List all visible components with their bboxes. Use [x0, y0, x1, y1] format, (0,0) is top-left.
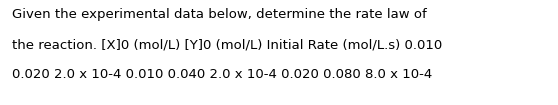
Text: Given the experimental data below, determine the rate law of: Given the experimental data below, deter…	[12, 8, 427, 21]
Text: 0.020 2.0 x 10-4 0.010 0.040 2.0 x 10-4 0.020 0.080 8.0 x 10-4: 0.020 2.0 x 10-4 0.010 0.040 2.0 x 10-4 …	[12, 68, 432, 81]
Text: the reaction. [X]0 (mol/L) [Y]0 (mol/L) Initial Rate (mol/L.s) 0.010: the reaction. [X]0 (mol/L) [Y]0 (mol/L) …	[12, 38, 442, 51]
